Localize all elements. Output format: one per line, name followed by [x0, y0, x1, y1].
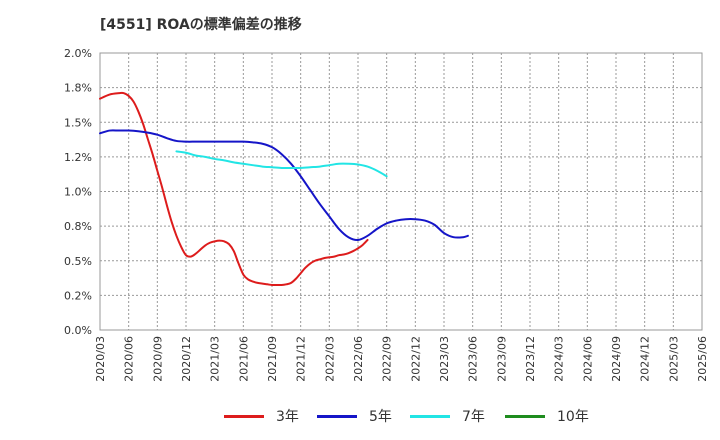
legend-label-5y: 5年: [369, 409, 392, 425]
series-layer: [99, 91, 469, 287]
x-tick-label: 2022/03: [323, 336, 336, 382]
x-tick-label: 2022/12: [409, 336, 422, 382]
legend-label-7y: 7年: [462, 409, 485, 425]
y-tick-label: 0.0%: [64, 324, 92, 337]
tick-layer: 0.0% 0.2% 0.5% 0.8% 1.0% 1.2% 1.5% 1.8% 2.0% 2020…: [64, 47, 709, 382]
x-tick-label: 2025/06: [696, 336, 709, 382]
x-tick-label: 2021/03: [209, 336, 222, 382]
y-tick-label: 0.8%: [64, 220, 92, 233]
x-tick-label: 2025/03: [667, 336, 680, 382]
legend-item-5y[interactable]: 5年: [317, 404, 392, 428]
x-tick-label: 2021/12: [295, 336, 308, 382]
grid-layer: [99, 52, 703, 331]
x-tick-label: 2020/03: [94, 336, 107, 382]
y-tick-label: 1.8%: [64, 82, 92, 95]
x-tick-label: 2021/06: [237, 336, 250, 382]
legend: 3年 5年 7年 10年: [0, 404, 720, 428]
plot-frame: [99, 52, 703, 331]
x-tick-label: 2023/06: [467, 336, 480, 382]
chart-title: [4551] ROAの標準偏差の推移: [100, 17, 302, 33]
legend-label-3y: 3年: [276, 409, 299, 425]
legend-swatch-5y: [317, 414, 357, 418]
x-tick-label: 2021/09: [266, 336, 279, 382]
series-line-0: [99, 91, 369, 287]
legend-swatch-3y: [224, 414, 264, 418]
y-tick-label: 0.2%: [64, 289, 92, 302]
y-tick-label: 0.5%: [64, 255, 92, 268]
x-tick-label: 2023/12: [524, 336, 537, 382]
y-tick-label: 1.2%: [64, 151, 92, 164]
x-tick-label: 2020/12: [180, 336, 193, 382]
x-tick-label: 2024/03: [553, 336, 566, 382]
x-tick-label: 2023/03: [438, 336, 451, 382]
series-line-1: [99, 129, 469, 241]
x-tick-label: 2022/09: [381, 336, 394, 382]
x-tick-label: 2020/06: [123, 336, 136, 382]
axis-layer: [99, 52, 703, 331]
legend-swatch-7y: [410, 414, 450, 418]
x-tick-label: 2024/09: [610, 336, 623, 382]
x-tick-label: 2022/06: [352, 336, 365, 382]
y-tick-label: 1.0%: [64, 186, 92, 199]
x-tick-label: 2024/06: [581, 336, 594, 382]
legend-item-3y[interactable]: 3年: [224, 404, 299, 428]
legend-item-7y[interactable]: 7年: [410, 404, 485, 428]
y-tick-label: 2.0%: [64, 47, 92, 60]
legend-swatch-10y: [505, 414, 545, 418]
x-tick-label: 2023/09: [495, 336, 508, 382]
y-tick-label: 1.5%: [64, 116, 92, 129]
legend-label-10y: 10年: [557, 409, 589, 425]
x-tick-label: 2020/09: [151, 336, 164, 382]
series-line-2: [175, 150, 388, 178]
x-tick-label: 2024/12: [639, 336, 652, 382]
legend-item-10y[interactable]: 10年: [505, 404, 589, 428]
